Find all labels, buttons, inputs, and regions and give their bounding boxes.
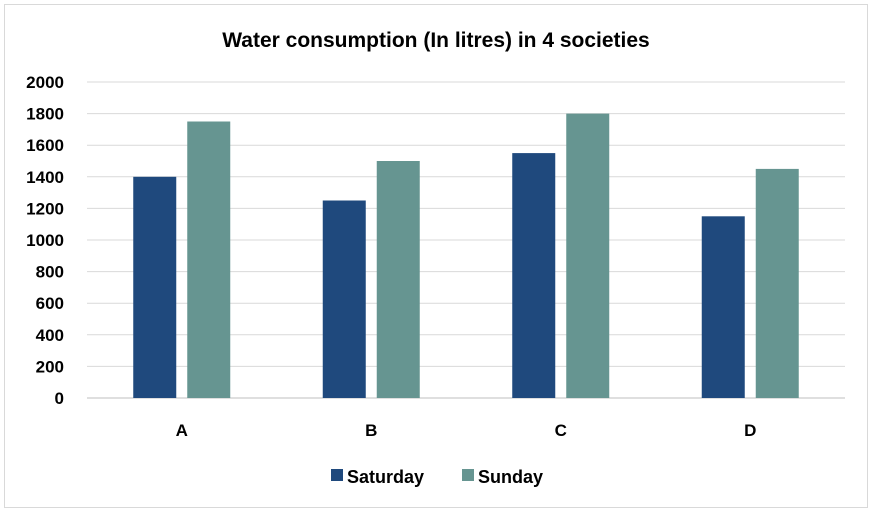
bar-sunday-b: [376, 161, 420, 398]
y-tick-label: 2000: [26, 73, 64, 92]
legend-swatch-sunday: [462, 469, 474, 481]
x-tick-label: C: [555, 421, 567, 440]
bars: [133, 113, 799, 398]
chart-title: Water consumption (In litres) in 4 socie…: [222, 29, 649, 52]
bar-sunday-a: [187, 121, 231, 398]
y-tick-label: 1400: [26, 168, 64, 187]
bar-saturday-c: [512, 153, 556, 398]
y-tick-label: 1200: [26, 199, 64, 218]
bar-saturday-b: [322, 200, 366, 398]
y-tick-label: 1800: [26, 105, 64, 124]
legend: Saturday Sunday: [331, 467, 543, 487]
legend-label-sunday: Sunday: [478, 467, 543, 487]
y-tick-label: 1600: [26, 136, 64, 155]
legend-label-saturday: Saturday: [347, 467, 424, 487]
legend-swatch-saturday: [331, 469, 343, 481]
y-tick-label: 400: [36, 326, 64, 345]
y-axis-ticks: 0 200 400 600 800 1000 1200 1400 1600 1800 2000: [26, 73, 64, 408]
bar-saturday-a: [133, 176, 177, 398]
bar-sunday-c: [566, 113, 610, 398]
y-tick-label: 600: [36, 294, 64, 313]
y-tick-label: 0: [55, 389, 64, 408]
y-tick-label: 1000: [26, 231, 64, 250]
x-axis-ticks: A B C D: [176, 421, 757, 440]
bar-saturday-d: [701, 216, 745, 398]
x-tick-label: D: [744, 421, 756, 440]
x-tick-label: A: [176, 421, 188, 440]
x-tick-label: B: [365, 421, 377, 440]
y-tick-label: 800: [36, 263, 64, 282]
bar-sunday-d: [755, 168, 799, 398]
y-tick-label: 200: [36, 357, 64, 376]
